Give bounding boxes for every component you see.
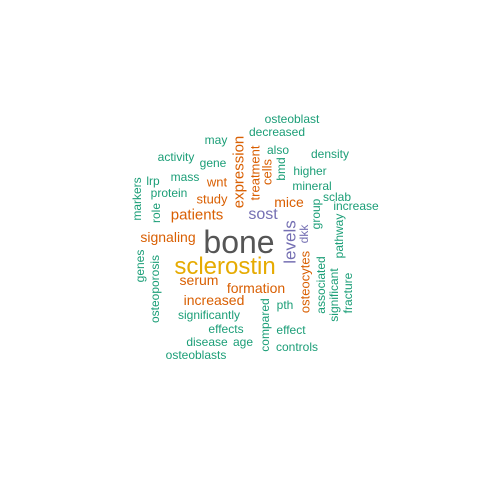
word-higher: higher (293, 164, 327, 178)
word-sclerostin: sclerostin (174, 253, 276, 280)
word-mice: mice (274, 194, 304, 210)
word-serum: serum (179, 272, 219, 288)
word-lrp: lrp (146, 174, 160, 188)
word-associated: associated (314, 256, 328, 314)
word-protein: protein (150, 186, 188, 200)
word-may: may (204, 133, 228, 147)
word-compared: compared (258, 298, 272, 352)
word-study: study (196, 191, 228, 207)
word-mass: mass (170, 170, 200, 184)
word-patients: patients (170, 206, 224, 224)
word-levels: levels (280, 220, 300, 264)
word-age: age (232, 335, 254, 349)
word-activity: activity (157, 150, 195, 164)
word-pathway: pathway (332, 213, 346, 259)
word-density: density (310, 147, 350, 161)
word-effect: effect (276, 323, 306, 337)
word-also: also (266, 143, 290, 157)
word-markers: markers (130, 177, 144, 221)
word-osteocytes: osteocytes (297, 250, 313, 314)
word-significantly: significantly (177, 308, 241, 322)
word-increased: increased (183, 292, 245, 308)
word-expression: expression (230, 135, 248, 209)
word-osteoporosis: osteoporosis (148, 254, 162, 324)
word-effects: effects (208, 322, 244, 336)
word-signaling: signaling (140, 229, 196, 245)
word-fracture: fracture (341, 272, 355, 314)
word-mineral: mineral (292, 179, 332, 193)
word-wnt: wnt (206, 174, 228, 190)
word-sclab: sclab (322, 190, 352, 204)
word-genes: genes (133, 249, 147, 283)
word-pth: pth (276, 298, 294, 312)
word-sost: sost (248, 206, 278, 223)
word-significant: significant (327, 268, 341, 322)
word-osteoblast: osteoblast (264, 112, 320, 126)
word-role: role (149, 202, 163, 224)
word-group: group (309, 198, 323, 230)
word-decreased: decreased (248, 125, 306, 139)
word-gene: gene (199, 156, 227, 170)
word-disease: disease (186, 335, 228, 349)
word-bone: bone (203, 224, 275, 260)
word-controls: controls (275, 340, 319, 354)
word-osteoblasts: osteoblasts (165, 348, 227, 362)
word-bmd: bmd (274, 157, 288, 181)
word-cells: cells (259, 158, 275, 186)
word-increase: increase (333, 199, 379, 213)
word-formation: formation (226, 280, 286, 296)
